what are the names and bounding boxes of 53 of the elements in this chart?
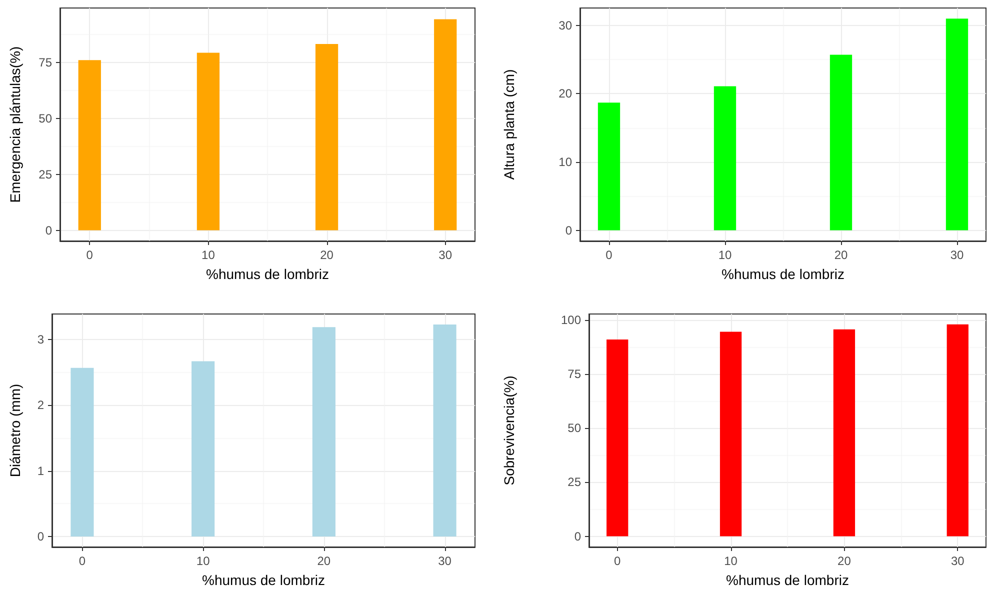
x-tick-label: 10	[196, 554, 210, 568]
x-tick-label: 0	[78, 554, 86, 568]
x-tick-label: 30	[950, 554, 965, 568]
y-tick-label: 50	[568, 421, 582, 436]
y-axis-title: Altura planta (cm)	[501, 69, 517, 180]
bar	[196, 52, 220, 230]
y-tick-label: 75	[38, 55, 52, 70]
x-tick-label: 0	[606, 248, 613, 262]
x-tick-label: 30	[950, 248, 964, 262]
bar	[946, 18, 968, 230]
x-tick-label: 30	[438, 554, 452, 568]
y-tick-label: 50	[38, 111, 52, 126]
bar	[433, 324, 456, 536]
x-tick-label: 30	[438, 248, 452, 262]
y-tick-label: 0	[565, 223, 572, 238]
x-tick-label: 0	[614, 554, 622, 568]
y-tick-label: 20	[558, 86, 572, 101]
x-tick-label: 20	[320, 248, 334, 262]
bar	[70, 368, 94, 536]
y-tick-label: 10	[558, 154, 572, 169]
y-axis-title: Sobrevivencia(%)	[501, 376, 517, 486]
x-tick-label: 10	[202, 248, 216, 262]
x-tick-label: 20	[834, 248, 848, 262]
bar	[714, 86, 736, 230]
y-tick-label: 25	[568, 475, 582, 490]
bar	[192, 361, 215, 536]
x-axis-title: %humus de lombriz	[722, 266, 844, 282]
y-tick-label: 2	[37, 398, 44, 412]
y-tick-label: 75	[568, 367, 582, 382]
y-axis-title: Emergencia plántulas(%)	[7, 46, 23, 203]
x-tick-label: 20	[838, 554, 852, 568]
x-tick-label: 20	[317, 554, 331, 568]
y-tick-label: 100	[560, 313, 582, 328]
bar	[315, 44, 338, 230]
y-tick-label: 3	[37, 332, 44, 347]
x-axis-title: %humus de lombriz	[206, 266, 329, 282]
y-tick-label: 25	[38, 167, 52, 182]
bar	[598, 102, 620, 230]
x-axis-title: %humus de lombriz	[202, 572, 325, 588]
x-tick-label: 10	[724, 554, 738, 568]
x-tick-label: 10	[718, 248, 732, 262]
bar	[78, 60, 101, 230]
y-axis-title: Diámetro (mm)	[7, 384, 23, 478]
y-tick-label: 0	[37, 530, 44, 544]
y-tick-label: 0	[574, 529, 582, 544]
x-tick-label: 0	[86, 248, 94, 262]
y-tick-label: 30	[558, 18, 572, 32]
bar	[434, 19, 457, 230]
x-axis-title: %humus de lombriz	[726, 572, 849, 588]
y-tick-label: 0	[45, 223, 52, 238]
bar	[830, 54, 852, 230]
bar	[312, 327, 336, 536]
y-tick-label: 1	[37, 464, 44, 478]
